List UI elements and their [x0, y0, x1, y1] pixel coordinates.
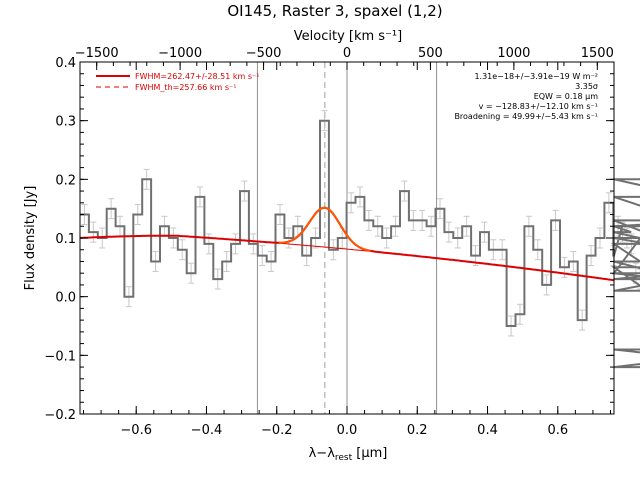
- fit-annotation: 1.31e−18+/−3.91e−19 W m⁻²: [474, 72, 598, 81]
- legend-fit-label: FWHM=262.47+/-28.51 km s⁻¹: [135, 72, 259, 81]
- x-tick-label: 0.4: [477, 423, 498, 438]
- fit-annotation: 3.35σ: [575, 82, 598, 91]
- y-tick-label: 0.3: [55, 115, 76, 130]
- x-axis-label: λ−λrest [μm]: [309, 446, 388, 463]
- top-axis-label: Velocity [km s⁻¹]: [294, 29, 402, 44]
- spectrum-histogram: [80, 119, 640, 369]
- x-tick-label: 0.2: [407, 423, 428, 438]
- x-tick-label: −0.6: [120, 423, 152, 438]
- x-tick-label: 0.0: [337, 423, 358, 438]
- top-tick-label: 500: [418, 46, 443, 61]
- y-tick-label: −0.2: [44, 408, 76, 423]
- top-tick-label: −1500: [75, 46, 119, 61]
- y-tick-label: −0.1: [44, 349, 76, 364]
- y-tick-label: 0.0: [55, 291, 76, 306]
- y-axis-label: Flux density [Jy]: [23, 186, 38, 291]
- x-tick-label: −0.4: [191, 423, 223, 438]
- fit-annotation: Broadening = 49.99+/−5.43 km s⁻¹: [454, 112, 598, 121]
- top-tick-label: −500: [246, 46, 282, 61]
- fit-annotation: EQW = 0.18 μm: [534, 92, 598, 101]
- fit-annotation: v = −128.83+/−12.10 km s⁻¹: [479, 102, 598, 111]
- x-tick-label: 0.6: [547, 423, 568, 438]
- top-tick-label: −1000: [158, 46, 202, 61]
- chart-title: OI145, Raster 3, spaxel (1,2): [227, 2, 442, 20]
- y-tick-label: 0.1: [55, 232, 76, 247]
- top-tick-label: 1500: [581, 46, 614, 61]
- legend-th-label: FWHM_th=257.66 km s⁻¹: [135, 83, 236, 92]
- y-tick-label: 0.2: [55, 173, 76, 188]
- y-tick-label: 0.4: [55, 56, 76, 71]
- x-tick-label: −0.2: [261, 423, 293, 438]
- top-tick-label: 1000: [497, 46, 530, 61]
- gaussian-peak: [279, 206, 371, 252]
- top-tick-label: 0: [343, 46, 351, 61]
